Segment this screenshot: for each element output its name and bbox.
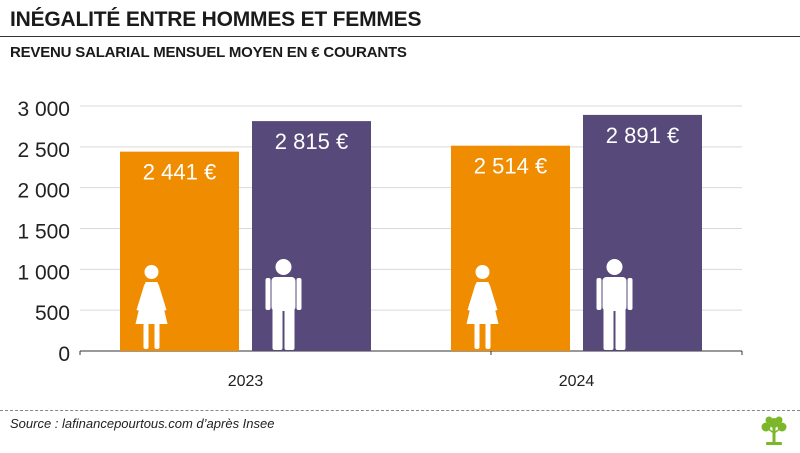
man-icon xyxy=(596,259,633,350)
data-label: 2 815 € xyxy=(275,129,348,154)
data-label: 2 441 € xyxy=(143,160,216,185)
y-tick-label: 1 500 xyxy=(17,221,70,244)
source-divider xyxy=(0,410,800,411)
x-tick-label: 2023 xyxy=(228,373,264,390)
y-tick-label: 500 xyxy=(35,302,70,325)
bar-chart: 0 500 1 000 1 500 2 000 2 500 3 000 2 441 € 2 81… xyxy=(17,98,743,390)
data-label: 2 891 € xyxy=(606,123,679,148)
bar-men xyxy=(252,121,371,351)
chart-subtitle: Revenu salarial mensuel moyen en € coura… xyxy=(10,44,407,61)
x-tick-label: 2024 xyxy=(559,373,595,390)
woman-icon xyxy=(466,265,499,349)
y-tick-label: 2 500 xyxy=(17,139,70,162)
y-tick-label: 1 000 xyxy=(17,261,70,284)
man-icon xyxy=(265,259,302,350)
title-divider xyxy=(0,36,800,37)
chart-title: Inégalité entre hommes et femmes xyxy=(10,8,422,31)
woman-icon xyxy=(135,265,168,349)
y-tick-label: 3 000 xyxy=(17,98,70,121)
bar-men xyxy=(583,114,702,351)
source-note: Source : lafinancepourtous.com d’après I… xyxy=(10,416,275,431)
y-tick-label: 2 000 xyxy=(17,180,70,203)
y-tick-label: 0 xyxy=(58,343,70,366)
tree-logo-icon xyxy=(761,416,787,445)
data-label: 2 514 € xyxy=(474,154,547,179)
